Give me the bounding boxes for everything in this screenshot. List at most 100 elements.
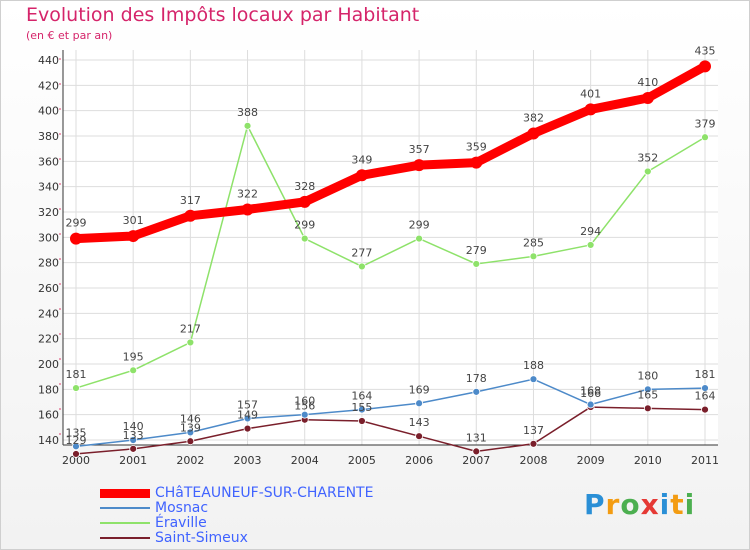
- x-tick-label-2001: 2001: [119, 454, 147, 467]
- legend-label-mosnac: Mosnac: [155, 500, 209, 516]
- logo-letter: r: [605, 488, 621, 521]
- chart-subtitle: (en € et par an): [26, 29, 113, 42]
- x-tick-label-2009: 2009: [577, 454, 605, 467]
- y-tick-label-300: 300: [38, 231, 59, 244]
- series-2-point-2011: [701, 133, 709, 142]
- series-1-point-2005: [358, 405, 366, 414]
- data-label-series-2-2003: 388: [237, 106, 258, 119]
- axis-layer: 140 160 180 200 220 240 260 280 300 320 340 360 380 4…: [38, 50, 719, 467]
- data-label-series-0-2000: 299: [66, 217, 87, 230]
- series-2-point-2009: [586, 241, 595, 249]
- data-label-series-3-2008: 137: [523, 424, 544, 437]
- y-tick-label-180: 180: [38, 383, 59, 396]
- data-label-series-3-2005: 155: [351, 401, 372, 414]
- data-label-series-1-2005: 164: [351, 390, 372, 403]
- series-1-point-2008: [529, 375, 538, 384]
- y-tick-label-220: 220: [38, 333, 59, 346]
- series-1-point-2003: [243, 414, 252, 423]
- data-label-series-3-2003: 149: [237, 409, 258, 422]
- series-2-point-2003: [243, 121, 252, 130]
- grid-layer: [63, 50, 718, 445]
- series-3-point-2005: [358, 417, 366, 425]
- legend-swatch-mosnac: [100, 507, 150, 509]
- data-label-series-3-2004: 156: [294, 400, 315, 413]
- series-layer: [70, 60, 711, 458]
- series-0-point-2006: [413, 159, 426, 172]
- series-1-point-2011: [701, 384, 709, 392]
- legend-item-mosnac: Mosnac: [100, 500, 209, 516]
- data-label-series-1-2006: 169: [409, 383, 430, 396]
- data-label-series-3-2001: 133: [123, 429, 144, 442]
- series-0-point-2008: [527, 127, 540, 140]
- x-tick-label-2004: 2004: [291, 454, 319, 467]
- series-3-line: [75, 406, 706, 455]
- x-tick-label-2011: 2011: [691, 454, 719, 467]
- y-tick-label-260: 260: [38, 282, 59, 295]
- data-label-series-3-2002: 139: [180, 421, 201, 434]
- y-tick-label-400: 400: [38, 105, 59, 118]
- series-0-point-2002: [184, 209, 197, 222]
- series-2-point-2007: [472, 260, 481, 268]
- data-label-series-2-2010: 352: [637, 151, 658, 164]
- y-tick-label-160: 160: [38, 409, 59, 422]
- y-tick-label-340: 340: [38, 181, 59, 194]
- series-0-point-2003: [241, 203, 254, 216]
- series-0-point-2009: [584, 103, 597, 116]
- data-label-series-0-2011: 435: [695, 44, 716, 57]
- data-label-series-3-2010: 165: [637, 388, 658, 401]
- logo-letter: t: [670, 488, 685, 521]
- legend-item-eraville: Éraville: [100, 515, 207, 531]
- data-label-series-1-2009: 168: [580, 385, 601, 398]
- data-label-series-0-2008: 382: [523, 111, 544, 124]
- logo-letter: x: [640, 488, 660, 521]
- series-0-point-2004: [298, 195, 311, 208]
- y-tick-label-240: 240: [38, 307, 59, 320]
- data-label-series-0-2009: 401: [580, 87, 601, 100]
- data-label-series-0-2007: 359: [466, 141, 487, 154]
- y-tick-label-140: 140: [38, 434, 59, 447]
- data-label-series-3-2009: 166: [580, 387, 601, 400]
- series-3-point-2003: [243, 424, 252, 433]
- series-3-point-2007: [472, 447, 481, 456]
- series-2-point-2002: [186, 338, 195, 347]
- data-label-series-2-2002: 217: [180, 322, 201, 335]
- logo-letter: o: [620, 488, 641, 521]
- data-label-series-0-2005: 349: [351, 153, 372, 166]
- y-tick-label-200: 200: [38, 358, 59, 371]
- legend-label-chateauneuf: CHâTEAUNEUF-SUR-CHARENTE: [155, 485, 374, 501]
- series-2-point-2004: [300, 234, 309, 243]
- data-label-series-2-2006: 299: [409, 219, 430, 232]
- y-tick-label-360: 360: [38, 155, 59, 168]
- series-0-point-2007: [470, 156, 483, 169]
- y-tick-label-320: 320: [38, 206, 59, 219]
- chart-title: Evolution des Impôts locaux par Habitant: [26, 4, 420, 26]
- data-label-series-1-2008: 188: [523, 359, 544, 372]
- series-1-point-2007: [472, 387, 481, 396]
- y-tick-label-420: 420: [38, 79, 59, 92]
- series-1-point-2004: [300, 410, 309, 419]
- series-2-line: [75, 125, 706, 389]
- data-label-series-2-2011: 379: [695, 117, 716, 130]
- x-tick-label-2003: 2003: [234, 454, 262, 467]
- data-label-series-1-2007: 178: [466, 372, 487, 385]
- data-label-series-1-2003: 157: [237, 398, 258, 411]
- x-tick-label-2005: 2005: [348, 454, 376, 467]
- x-tick-label-2000: 2000: [62, 454, 90, 467]
- series-3-point-2008: [529, 439, 538, 448]
- series-3-point-2002: [186, 437, 195, 446]
- data-label-series-2-2008: 285: [523, 236, 544, 249]
- data-label-series-0-2002: 317: [180, 194, 201, 207]
- plot-area: [63, 50, 718, 445]
- data-label-series-3-2000: 129: [66, 434, 87, 447]
- series-1-point-2000: [72, 442, 80, 451]
- series-1-point-2010: [643, 385, 652, 394]
- series-2-point-2006: [415, 234, 423, 243]
- data-label-series-3-2006: 143: [409, 416, 430, 429]
- data-label-series-3-2011: 164: [695, 390, 716, 403]
- x-tick-label-2008: 2008: [519, 454, 547, 467]
- proxiti-logo: Proxiti: [584, 488, 695, 521]
- x-tick-label-2006: 2006: [405, 454, 433, 467]
- series-0-point-2005: [355, 169, 368, 182]
